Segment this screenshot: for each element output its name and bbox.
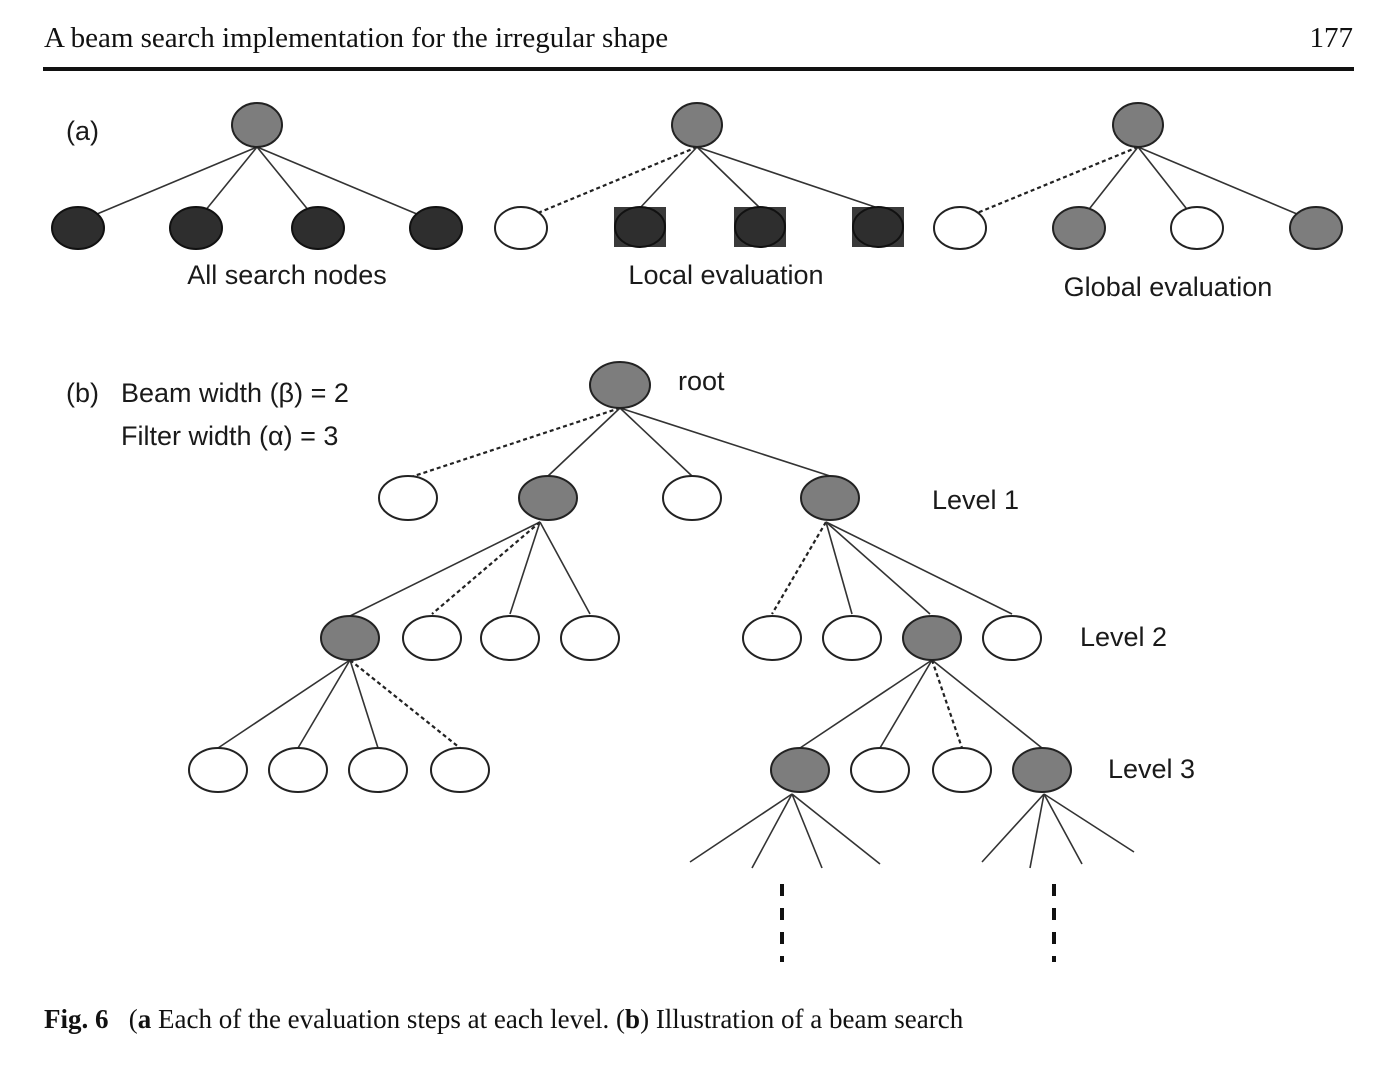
panel-a: (a) All search nodes (51, 102, 1343, 302)
pruned-edge (771, 521, 827, 615)
panel-b: (b) Beam width (β) = 2 Filter width (α) … (66, 361, 1195, 962)
continuing-edge (981, 793, 1045, 863)
filter-width-label: Filter width (α) = 3 (121, 421, 338, 451)
level-2-selected-node (902, 615, 962, 661)
edge (799, 659, 933, 749)
edge (1137, 146, 1317, 223)
edge (349, 659, 379, 749)
search-node (51, 206, 105, 250)
level-1-node (378, 475, 438, 521)
caption-mark-b: b (625, 1004, 641, 1034)
beam-width-label: Beam width (β) = 2 (121, 378, 349, 408)
level-3-label: Level 3 (1108, 754, 1195, 784)
edge (619, 407, 831, 477)
caption-text-b: ) Illustration of a beam search (640, 1004, 964, 1034)
level-3-selected-node (1012, 747, 1072, 793)
edge (349, 521, 541, 617)
level-3-node (430, 747, 490, 793)
edge (639, 146, 698, 209)
pruned-edge (407, 406, 621, 480)
figure-caption: Fig. 6 (a Each of the evaluation steps a… (44, 1004, 964, 1034)
edge (77, 146, 258, 223)
edge (825, 521, 853, 615)
pruned-node (933, 206, 987, 250)
running-title: A beam search implementation for the irr… (44, 22, 669, 54)
search-node (852, 206, 904, 248)
selected-node (1289, 206, 1343, 250)
search-node (614, 206, 666, 248)
level-3-node (850, 747, 910, 793)
tree-local-evaluation: Local evaluation (494, 102, 904, 290)
selected-node (1052, 206, 1106, 250)
level-3-node (268, 747, 328, 793)
level-1-node (662, 475, 722, 521)
figure-label: Fig. 6 (44, 1004, 109, 1034)
beam-search-figure: (a) All search nodes (51, 102, 1343, 962)
edge (931, 659, 1043, 749)
pruned-edge (349, 659, 461, 749)
caption-all-search-nodes: All search nodes (187, 260, 387, 290)
continuing-edge (751, 793, 793, 869)
level-3-selected-node (770, 747, 830, 793)
level-2-node (742, 615, 802, 661)
search-node (734, 206, 786, 248)
tree-all-search-nodes: All search nodes (51, 102, 463, 290)
level-1-label: Level 1 (932, 485, 1019, 515)
level-1-selected-node (518, 475, 578, 521)
edge (217, 659, 351, 749)
search-node (409, 206, 463, 250)
pruned-edge (520, 145, 698, 222)
root-node (231, 102, 283, 148)
continuing-edge (1043, 793, 1135, 853)
unselected-node (1170, 206, 1224, 250)
root-node (589, 361, 651, 409)
continuing-edge (791, 793, 823, 869)
edge (619, 407, 693, 477)
level-2-node (480, 615, 540, 661)
caption-local-evaluation: Local evaluation (628, 260, 823, 290)
search-node (169, 206, 223, 250)
root-node (671, 102, 723, 148)
pruned-node (494, 206, 548, 250)
level-3-node (188, 747, 248, 793)
header-rule (43, 67, 1354, 71)
level-2-node (560, 615, 620, 661)
level-3-node (932, 747, 992, 793)
edge (825, 521, 1013, 615)
edge (509, 521, 541, 615)
continuing-edge (689, 793, 793, 863)
tree-global-evaluation: Global evaluation (933, 102, 1343, 302)
panel-b-label: (b) (66, 378, 99, 408)
continuing-edge (791, 793, 881, 865)
edge (825, 521, 931, 615)
pruned-edge (930, 659, 964, 749)
level-2-selected-node (320, 615, 380, 661)
edge (879, 659, 933, 749)
edge (547, 407, 621, 477)
continuing-edge (1029, 793, 1045, 869)
edge (696, 146, 761, 209)
root-label: root (678, 366, 725, 396)
continuing-edge (1043, 793, 1083, 865)
edge (539, 521, 591, 615)
caption-mark-a: a (137, 1004, 152, 1034)
level-2-label: Level 2 (1080, 622, 1167, 652)
level-2-node (982, 615, 1042, 661)
caption-global-evaluation: Global evaluation (1064, 272, 1273, 302)
level-2-node (822, 615, 882, 661)
edge (696, 146, 879, 209)
edge (256, 146, 437, 223)
level-3-node (348, 747, 408, 793)
root-node (1112, 102, 1164, 148)
panel-a-label: (a) (66, 116, 99, 146)
level-1-selected-node (800, 475, 860, 521)
level-2-node (402, 615, 462, 661)
pruned-edge (431, 521, 541, 615)
page-number: 177 (1309, 22, 1354, 54)
search-node (291, 206, 345, 250)
caption-text-a: Each of the evaluation steps at each lev… (151, 1004, 626, 1034)
pruned-edge (959, 145, 1139, 222)
edge (297, 659, 351, 749)
